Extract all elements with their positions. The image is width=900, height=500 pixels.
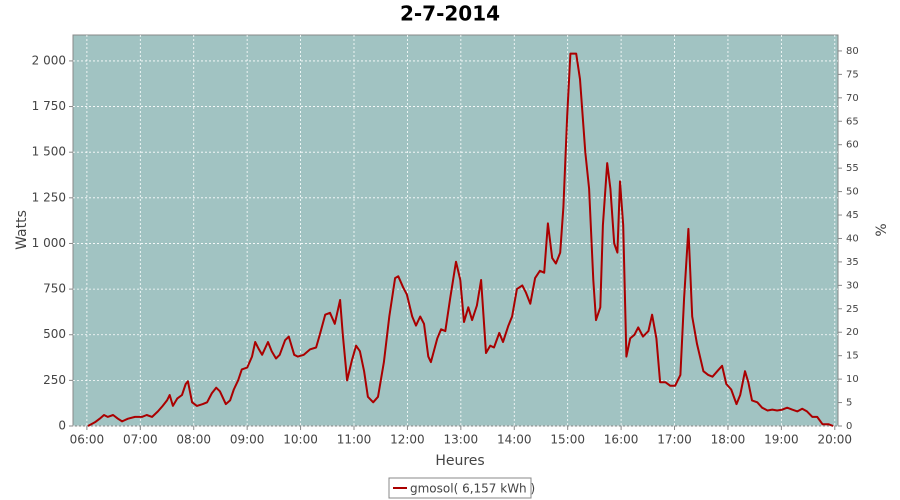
x-tick-label: 18:00 [711,433,746,447]
y2-tick-label: 80 [846,46,859,57]
y2-tick-label: 25 [846,304,859,315]
y-tick-label: 250 [43,373,66,387]
chart-title: 2-7-2014 [400,2,500,26]
y2-tick-label: 40 [846,233,859,244]
y-tick-label: 1 750 [32,99,66,113]
y2-tick-label: 75 [846,69,859,80]
legend-box [388,477,532,499]
x-tick-label: 17:00 [657,433,692,447]
y2-tick-label: 50 [846,187,859,198]
legend-label: gmosol( 6,157 kWh ) [410,482,535,496]
y2-tick-label: 15 [846,351,859,362]
y2-tick-label: 0 [846,421,852,432]
y2-tick-label: 30 [846,280,859,291]
x-tick-label: 08:00 [176,433,211,447]
x-tick-label: 19:00 [764,433,799,447]
x-tick-label: 06:00 [70,433,105,447]
y-tick-label: 500 [43,327,66,341]
y2-axis-title: % [874,223,890,236]
x-tick-label: 12:00 [390,433,425,447]
y2-tick-label: 10 [846,374,859,385]
series-line [87,52,834,427]
y2-tick-label: 65 [846,116,859,127]
x-tick-label: 13:00 [444,433,479,447]
x-tick-label: 15:00 [550,433,585,447]
x-tick-label: 16:00 [604,433,639,447]
y2-tick-label: 35 [846,257,859,268]
y2-tick-label: 45 [846,210,859,221]
y-tick-label: 1 250 [32,190,66,204]
y2-tick-label: 70 [846,93,859,104]
x-tick-label: 11:00 [337,433,372,447]
x-tick-label: 10:00 [283,433,318,447]
y2-tick-label: 20 [846,327,859,338]
y-tick-label: 750 [43,282,66,296]
y2-tick-label: 5 [846,398,852,409]
x-tick-label: 20:00 [817,433,852,447]
y2-tick-label: 60 [846,140,859,151]
y-tick-label: 1 000 [32,236,66,250]
y-tick-label: 2 000 [32,53,66,67]
plot-area [72,34,839,427]
y2-tick-label: 55 [846,163,859,174]
x-tick-label: 07:00 [123,433,158,447]
y-axis-title: Watts [14,210,30,250]
y-tick-label: 1 500 [32,145,66,159]
x-tick-label: 14:00 [497,433,532,447]
y-tick-label: 0 [58,419,66,433]
x-axis-title: Heures [435,453,484,469]
x-tick-label: 09:00 [230,433,265,447]
